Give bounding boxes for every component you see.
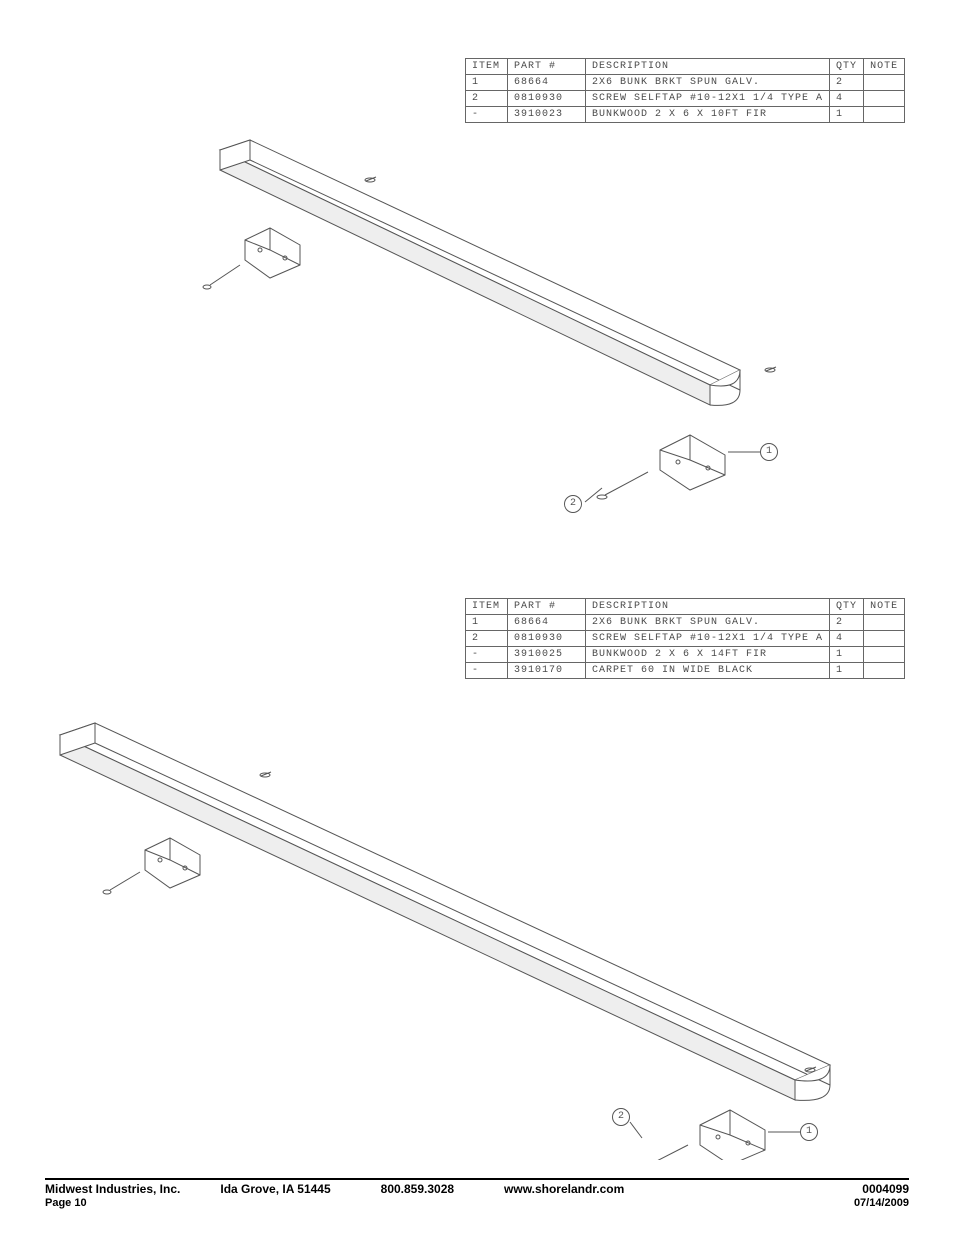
cell-part: 68664 <box>508 615 586 631</box>
cell-item: 1 <box>466 75 508 91</box>
footer-date: 07/14/2009 <box>854 1197 909 1209</box>
cell-desc: SCREW SELFTAP #10-12X1 1/4 TYPE A <box>586 631 830 647</box>
col-qty-header: QTY <box>830 59 864 75</box>
assembly-illustration-bottom: 1 2 <box>40 720 860 1160</box>
table-row: 2 0810930 SCREW SELFTAP #10-12X1 1/4 TYP… <box>466 631 905 647</box>
cell-part: 0810930 <box>508 91 586 107</box>
footer-city: Ida Grove, IA 51445 <box>220 1182 330 1196</box>
table-row: - 3910025 BUNKWOOD 2 X 6 X 14FT FIR 1 <box>466 647 905 663</box>
cell-part: 3910170 <box>508 663 586 679</box>
cell-note <box>864 107 905 123</box>
cell-desc: BUNKWOOD 2 X 6 X 14FT FIR <box>586 647 830 663</box>
callout-bubble-2: 2 <box>612 1108 630 1126</box>
bunk-board-drawing <box>40 130 860 550</box>
footer-page: Page 10 <box>45 1197 87 1209</box>
col-qty-header: QTY <box>830 599 864 615</box>
cell-item: 1 <box>466 615 508 631</box>
parts-table-bottom: ITEM PART # DESCRIPTION QTY NOTE 1 68664… <box>465 598 905 679</box>
cell-note <box>864 647 905 663</box>
cell-desc: 2X6 BUNK BRKT SPUN GALV. <box>586 615 830 631</box>
table-row: - 3910170 CARPET 60 IN WIDE BLACK 1 <box>466 663 905 679</box>
cell-part: 3910025 <box>508 647 586 663</box>
callout-bubble-1: 1 <box>800 1123 818 1141</box>
table-header-row: ITEM PART # DESCRIPTION QTY NOTE <box>466 59 905 75</box>
assembly-illustration-top: 1 2 <box>40 130 860 550</box>
cell-qty: 1 <box>830 107 864 123</box>
table-row: 2 0810930 SCREW SELFTAP #10-12X1 1/4 TYP… <box>466 91 905 107</box>
col-part-header: PART # <box>508 59 586 75</box>
parts-table-top: ITEM PART # DESCRIPTION QTY NOTE 1 68664… <box>465 58 905 123</box>
cell-qty: 1 <box>830 663 864 679</box>
col-note-header: NOTE <box>864 599 905 615</box>
cell-desc: 2X6 BUNK BRKT SPUN GALV. <box>586 75 830 91</box>
cell-part: 0810930 <box>508 631 586 647</box>
bunk-board-drawing <box>40 720 860 1160</box>
cell-qty: 2 <box>830 75 864 91</box>
callout-bubble-2: 2 <box>564 495 582 513</box>
footer-phone: 800.859.3028 <box>381 1182 454 1196</box>
cell-qty: 4 <box>830 631 864 647</box>
col-item-header: ITEM <box>466 59 508 75</box>
footer-company: Midwest Industries, Inc. <box>45 1182 180 1196</box>
cell-qty: 2 <box>830 615 864 631</box>
cell-part: 68664 <box>508 75 586 91</box>
footer-doc: 0004099 <box>862 1182 909 1196</box>
table-header-row: ITEM PART # DESCRIPTION QTY NOTE <box>466 599 905 615</box>
cell-desc: SCREW SELFTAP #10-12X1 1/4 TYPE A <box>586 91 830 107</box>
col-desc-header: DESCRIPTION <box>586 59 830 75</box>
table-row: - 3910023 BUNKWOOD 2 X 6 X 10FT FIR 1 <box>466 107 905 123</box>
callout-bubble-1: 1 <box>760 443 778 461</box>
cell-item: - <box>466 107 508 123</box>
cell-desc: CARPET 60 IN WIDE BLACK <box>586 663 830 679</box>
cell-desc: BUNKWOOD 2 X 6 X 10FT FIR <box>586 107 830 123</box>
cell-item: - <box>466 647 508 663</box>
footer-rule <box>45 1178 909 1180</box>
table-row: 1 68664 2X6 BUNK BRKT SPUN GALV. 2 <box>466 615 905 631</box>
cell-note <box>864 91 905 107</box>
cell-item: 2 <box>466 631 508 647</box>
cell-qty: 4 <box>830 91 864 107</box>
cell-note <box>864 663 905 679</box>
cell-item: - <box>466 663 508 679</box>
col-part-header: PART # <box>508 599 586 615</box>
col-item-header: ITEM <box>466 599 508 615</box>
table-row: 1 68664 2X6 BUNK BRKT SPUN GALV. 2 <box>466 75 905 91</box>
cell-note <box>864 615 905 631</box>
page-footer: Midwest Industries, Inc. Ida Grove, IA 5… <box>45 1182 909 1209</box>
cell-qty: 1 <box>830 647 864 663</box>
cell-note <box>864 75 905 91</box>
cell-item: 2 <box>466 91 508 107</box>
footer-web: www.shorelandr.com <box>504 1182 624 1196</box>
col-desc-header: DESCRIPTION <box>586 599 830 615</box>
col-note-header: NOTE <box>864 59 905 75</box>
cell-note <box>864 631 905 647</box>
cell-part: 3910023 <box>508 107 586 123</box>
